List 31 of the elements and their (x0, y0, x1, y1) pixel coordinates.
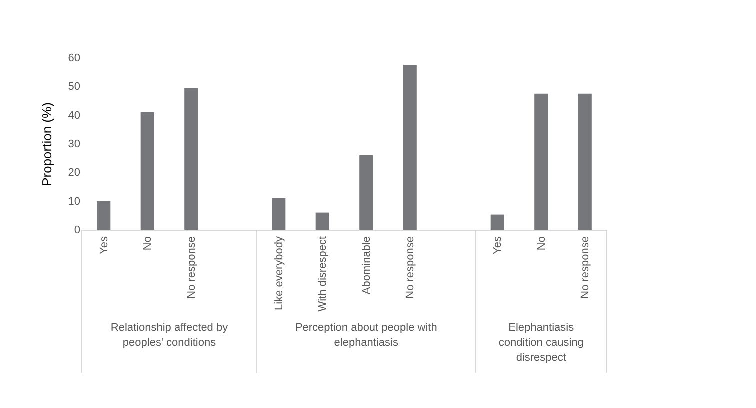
text: Relationship affected by peoples’ conditions (110, 322, 229, 349)
bar (272, 198, 286, 230)
bar (184, 88, 198, 230)
y-tick-label: 20 (68, 167, 80, 180)
x-tick-label: With disrespect (317, 236, 330, 312)
x-tick-label: No response (186, 236, 198, 299)
x-tick-label: Like everybody (273, 236, 286, 310)
bar (140, 112, 154, 230)
bar (316, 212, 330, 230)
x-tick-label: No response (404, 236, 417, 299)
x-tick-label: Abominable (360, 236, 373, 295)
bar (360, 155, 374, 230)
bar (534, 94, 548, 230)
x-tick-label: Yes (492, 236, 504, 254)
bar (490, 214, 504, 230)
x-tick-label: No response (580, 236, 592, 299)
y-tick-label: 30 (68, 138, 80, 150)
text: Perception about people with elephantiasis (295, 322, 438, 349)
y-axis-title: Proportion (%) (39, 102, 54, 186)
bar (578, 94, 592, 230)
y-tick-label: 0 (74, 224, 80, 236)
bar (403, 65, 417, 230)
text: Elephantiasis condition causing disrespect (498, 322, 584, 364)
x-tick-label: No (536, 236, 548, 251)
y-tick-label: 60 (68, 52, 80, 64)
bar (97, 201, 111, 230)
y-tick-label: 50 (68, 81, 80, 94)
x-tick-label: Yes (98, 236, 110, 254)
x-tick-label: No (142, 236, 154, 251)
y-tick-label: 40 (68, 110, 80, 122)
y-tick-label: 10 (68, 196, 80, 208)
